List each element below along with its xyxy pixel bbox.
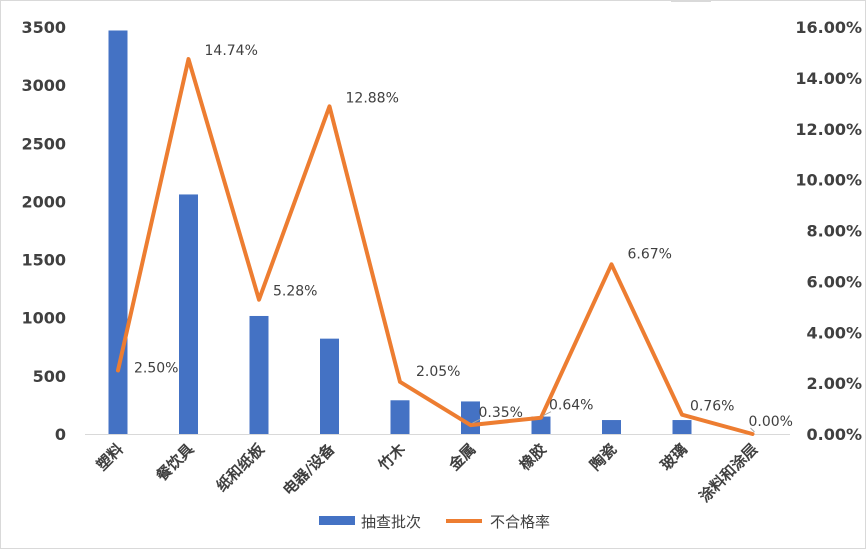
data-label-9: 0.00% — [749, 414, 793, 430]
data-label-8: 0.76% — [690, 399, 734, 415]
y-axis-right: 0.00% 2.00% 4.00% 6.00% 8.00% 10.00% 12.00% 14.… — [795, 18, 862, 444]
y-right-tick-7: 14.00% — [795, 69, 862, 88]
data-label-3: 12.88% — [346, 90, 399, 106]
legend-label-bar: 抽查批次 — [361, 513, 421, 531]
x-tick-1: 餐饮具 — [153, 440, 198, 485]
data-label-7: 6.67% — [628, 246, 672, 262]
legend-swatch-bar — [319, 516, 355, 525]
y-left-tick-1: 500 — [33, 367, 66, 386]
y-right-tick-4: 8.00% — [806, 222, 862, 241]
legend-label-line: 不合格率 — [490, 513, 550, 531]
x-axis-ticks: 塑料 餐饮具 纸和纸板 电器/设备 竹木 金属 橡胶 陶瓷 玻璃 涂料和涂层 — [93, 439, 761, 505]
y-right-tick-8: 16.00% — [795, 18, 862, 37]
data-label-4: 2.05% — [416, 364, 460, 380]
data-label-0: 2.50% — [134, 360, 178, 376]
y-right-tick-2: 4.00% — [806, 323, 862, 342]
y-left-tick-7: 3500 — [21, 18, 66, 37]
line-series-group — [116, 57, 755, 436]
y-left-tick-6: 3000 — [21, 76, 66, 95]
bar-series-group — [108, 30, 692, 434]
y-right-tick-1: 2.00% — [806, 374, 862, 393]
x-tick-2: 纸和纸板 — [213, 439, 269, 495]
bar-0 — [108, 30, 128, 434]
legend: 抽查批次 不合格率 — [319, 513, 550, 531]
y-left-tick-5: 2500 — [21, 134, 66, 153]
bar-2 — [249, 315, 269, 434]
y-axis-left: 0 500 1000 1500 2000 2500 3000 3500 — [21, 18, 66, 444]
x-tick-7: 陶瓷 — [586, 440, 620, 474]
bar-5 — [461, 401, 480, 434]
y-right-tick-3: 6.00% — [806, 272, 862, 291]
bar-1 — [179, 194, 198, 434]
bar-3 — [320, 338, 339, 434]
y-right-tick-6: 12.00% — [795, 120, 862, 139]
frame-handle-mark — [671, 0, 711, 2]
data-label-leader-9 — [750, 427, 755, 433]
data-label-leader-5 — [472, 418, 481, 424]
data-label-5: 0.35% — [479, 405, 523, 421]
data-label-2: 5.28% — [273, 284, 317, 300]
y-left-tick-3: 1500 — [21, 251, 66, 270]
data-label-leader-6 — [542, 411, 552, 417]
data-label-6: 0.64% — [549, 398, 593, 414]
bar-6 — [531, 416, 551, 434]
x-tick-4: 竹木 — [374, 439, 409, 474]
x-tick-9: 涂料和涂层 — [696, 440, 762, 506]
y-right-tick-0: 0.00% — [806, 425, 862, 444]
line-series-path — [116, 57, 755, 436]
y-left-tick-0: 0 — [55, 425, 66, 444]
data-label-group: 2.50% 14.74% 5.28% 12.88% 2.05% 0.35% 0.64% 6.6… — [134, 43, 793, 433]
y-left-tick-4: 2000 — [21, 192, 66, 211]
y-right-tick-5: 10.00% — [795, 171, 862, 190]
x-tick-6: 橡胶 — [516, 440, 550, 474]
bar-7 — [602, 420, 621, 434]
x-tick-3: 电器/设备 — [279, 439, 339, 499]
bar-4 — [390, 400, 410, 434]
x-tick-0: 塑料 — [93, 440, 127, 474]
x-tick-8: 玻璃 — [657, 440, 691, 474]
x-tick-5: 金属 — [445, 440, 480, 475]
bar-8 — [672, 420, 692, 434]
y-left-tick-2: 1000 — [21, 309, 66, 328]
data-label-1: 14.74% — [205, 43, 258, 59]
